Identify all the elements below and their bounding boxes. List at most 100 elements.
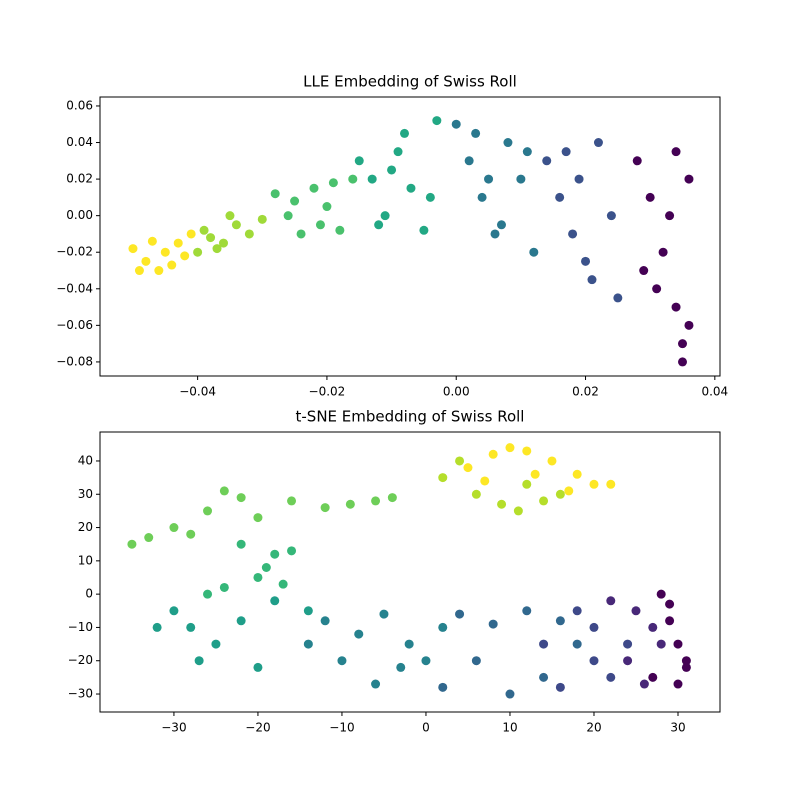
y-tick-label: 10 <box>78 553 93 567</box>
point <box>419 225 429 235</box>
point <box>167 260 177 270</box>
point <box>513 506 523 516</box>
y-tick-label: −20 <box>68 653 93 667</box>
point <box>656 639 666 649</box>
point <box>354 629 364 639</box>
point <box>257 214 267 224</box>
y-tick-label: 30 <box>78 487 93 501</box>
point <box>438 622 448 632</box>
point <box>337 656 347 666</box>
point <box>530 469 540 479</box>
point <box>648 622 658 632</box>
y-tick-label: 0.04 <box>66 135 93 149</box>
point <box>127 539 137 549</box>
x-tick-label: 0.00 <box>443 385 470 399</box>
point <box>572 606 582 616</box>
point <box>203 506 213 516</box>
x-tick-label: −0.04 <box>179 385 216 399</box>
point <box>406 183 416 193</box>
point <box>180 251 190 261</box>
point <box>581 256 591 266</box>
axes-frame <box>99 96 721 377</box>
chart-title: LLE Embedding of Swiss Roll <box>303 73 517 91</box>
point <box>623 639 633 649</box>
point <box>387 165 397 175</box>
point <box>490 229 500 239</box>
point <box>539 672 549 682</box>
point <box>623 656 633 666</box>
point <box>211 639 221 649</box>
point <box>529 247 539 257</box>
x-tick-label: −20 <box>245 721 270 735</box>
point <box>296 229 306 239</box>
point <box>371 679 381 689</box>
point <box>593 138 603 148</box>
point <box>561 147 571 157</box>
point <box>199 225 209 235</box>
point <box>648 672 658 682</box>
point <box>253 513 263 523</box>
point <box>438 473 448 483</box>
point <box>320 503 330 513</box>
point <box>568 229 578 239</box>
point <box>496 220 506 230</box>
point <box>186 229 196 239</box>
point <box>134 266 144 276</box>
x-tick-label: 30 <box>670 721 685 735</box>
point <box>555 489 565 499</box>
point <box>287 496 297 506</box>
x-tick-label: 0.04 <box>701 385 728 399</box>
point <box>147 236 157 246</box>
point <box>673 679 683 689</box>
chart-title: t-SNE Embedding of Swiss Roll <box>296 408 525 426</box>
point <box>309 183 319 193</box>
point <box>335 225 345 235</box>
point <box>484 174 494 184</box>
point <box>589 656 599 666</box>
point <box>539 639 549 649</box>
point <box>380 211 390 221</box>
point <box>244 229 254 239</box>
point <box>219 582 229 592</box>
point <box>236 539 246 549</box>
point <box>173 238 183 248</box>
point <box>261 563 271 573</box>
point <box>671 302 681 312</box>
point <box>522 147 532 157</box>
point <box>231 220 241 230</box>
point <box>665 599 675 609</box>
x-tick-label: 0 <box>422 721 430 735</box>
point <box>673 639 683 649</box>
point <box>547 456 557 466</box>
point <box>270 549 280 559</box>
point <box>393 147 403 157</box>
x-tick-label: 0.02 <box>572 385 599 399</box>
point <box>421 656 431 666</box>
point <box>488 449 498 459</box>
point <box>613 293 623 303</box>
point <box>684 174 694 184</box>
point <box>516 174 526 184</box>
point <box>574 174 584 184</box>
point <box>379 609 389 619</box>
y-tick-label: 0.00 <box>66 208 93 222</box>
point <box>555 192 565 202</box>
point <box>684 320 694 330</box>
y-tick-label: 0 <box>85 587 93 601</box>
point <box>253 572 263 582</box>
point <box>225 211 235 221</box>
point <box>497 499 507 509</box>
point <box>438 682 448 692</box>
point <box>639 266 649 276</box>
point <box>658 247 668 257</box>
y-tick-label: −0.06 <box>56 318 93 332</box>
point <box>656 589 666 599</box>
point <box>671 147 681 157</box>
point <box>253 662 263 672</box>
x-tick-label: 10 <box>502 721 517 735</box>
y-tick-label: 0.02 <box>66 172 93 186</box>
point <box>218 238 228 248</box>
point <box>425 192 435 202</box>
x-tick-label: −0.02 <box>309 385 346 399</box>
